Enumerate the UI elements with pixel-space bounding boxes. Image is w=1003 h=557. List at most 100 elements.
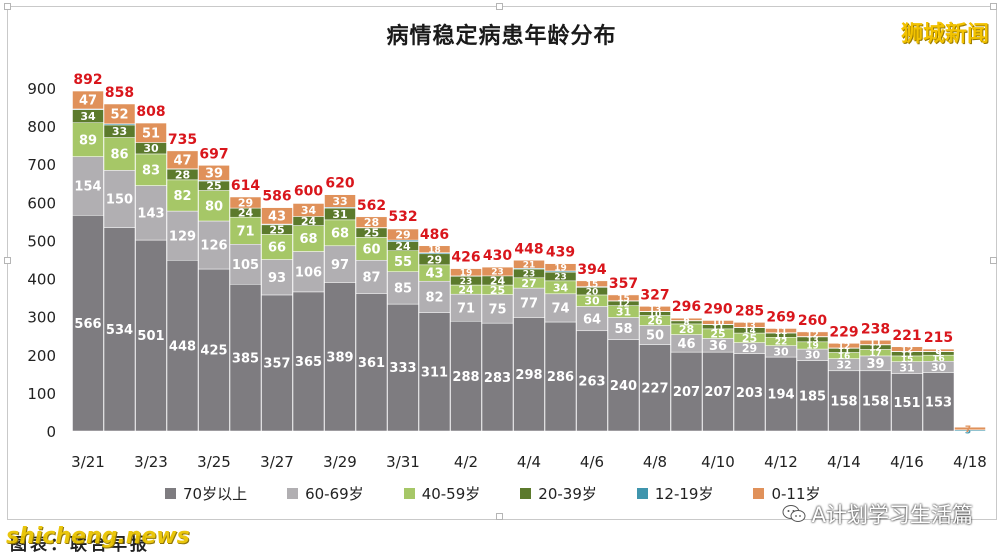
bar-segment: [355, 293, 388, 432]
segment-data-label: 11: [869, 339, 882, 349]
segment-data-label: 13: [649, 305, 662, 315]
segment-data-label: 43: [425, 267, 443, 282]
resize-handle-middle-right[interactable]: [990, 257, 997, 264]
segment-data-label: 10: [712, 319, 725, 329]
resize-handle-bottom-center[interactable]: [496, 513, 503, 520]
x-tick-label: 3/25: [197, 453, 231, 471]
bar-segment: [450, 268, 482, 277]
bar-total-label: 430: [483, 248, 512, 264]
legend-item-40-59: 40-59岁: [403, 483, 480, 504]
segment-data-label: 47: [173, 154, 191, 169]
segment-data-label: 151: [893, 396, 920, 411]
segment-data-label: 15: [617, 294, 630, 304]
legend-swatch: [636, 488, 648, 499]
y-tick-label: 800: [27, 118, 56, 136]
bar-segment: [103, 170, 136, 228]
segment-data-label: 34: [80, 110, 96, 123]
x-tick-label: 3/29: [323, 453, 357, 471]
bar-total-label: 221: [892, 328, 921, 344]
bar-total-label: 697: [199, 146, 228, 162]
segment-data-label: 64: [583, 312, 601, 327]
segment-data-label: 24: [490, 274, 506, 287]
segment-data-label: 448: [169, 339, 196, 354]
segment-data-label: 86: [110, 148, 128, 163]
bar-segment: [418, 280, 451, 313]
bar-segment: [135, 239, 167, 432]
segment-data-label: 29: [742, 342, 757, 355]
segment-data-label: 32: [836, 359, 851, 372]
y-tick-label: 500: [27, 232, 56, 250]
segment-data-label: 29: [238, 196, 253, 209]
bar-total-label: 808: [136, 104, 165, 120]
legend-swatch: [165, 488, 176, 499]
segment-data-label: 43: [268, 210, 286, 225]
y-tick-label: 300: [27, 309, 56, 327]
segment-data-label: 85: [394, 282, 412, 297]
segment-data-label: 194: [767, 388, 794, 403]
segment-data-label: 288: [452, 370, 479, 385]
segment-data-label: 425: [200, 344, 227, 359]
resize-handle-middle-left[interactable]: [4, 257, 11, 264]
segment-data-label: 263: [578, 375, 605, 390]
segment-data-label: 129: [169, 229, 196, 244]
segment-data-label: 105: [232, 258, 259, 273]
y-tick-label: 100: [27, 385, 56, 403]
segment-data-label: 97: [331, 258, 349, 273]
segment-data-label: 12: [838, 342, 851, 352]
bar-segment: [607, 294, 640, 301]
segment-data-label: 18: [428, 245, 441, 255]
bar-segment: [72, 90, 104, 110]
segment-data-label: 19: [460, 269, 473, 279]
segment-data-label: 566: [74, 317, 101, 332]
bar-total-label: 357: [609, 276, 638, 292]
segment-data-label: 25: [710, 328, 725, 341]
bar-total-label: 892: [73, 72, 102, 88]
y-tick-label: 400: [27, 271, 56, 289]
bar-segment: [576, 306, 608, 332]
bar-segment: [324, 219, 356, 247]
x-tick-label: 4/18: [953, 453, 987, 471]
legend-item-0-11: 0-11岁: [753, 483, 821, 504]
segment-data-label: 207: [704, 385, 731, 400]
segment-data-label: 68: [331, 227, 349, 242]
x-tick-label: 4/4: [517, 453, 541, 471]
resize-handle-top-center[interactable]: [496, 3, 503, 10]
x-tick-label: 3/31: [386, 453, 420, 471]
segment-data-label: 11: [712, 323, 725, 333]
watermark-logo: 狮城新闻: [900, 22, 989, 47]
segment-data-label: 20: [586, 287, 599, 297]
bar-segment: [355, 216, 388, 228]
segment-data-label: 3: [965, 427, 971, 437]
x-tick-label: 4/6: [580, 453, 604, 471]
bar-segment: [670, 351, 703, 432]
bar-total-label: 394: [577, 262, 606, 278]
bar-total-label: 448: [514, 241, 543, 257]
legend-swatch: [753, 488, 765, 499]
legend-label: 12-19岁: [654, 485, 714, 503]
segment-data-label: 16: [838, 352, 851, 362]
x-tick-label: 3/27: [260, 453, 294, 471]
segment-data-label: 29: [395, 228, 410, 241]
bar-segment: [324, 282, 356, 432]
segment-data-label: 158: [830, 395, 857, 410]
x-tick-label: 3/23: [134, 453, 168, 471]
bar-segment: [72, 122, 104, 157]
segment-data-label: 357: [263, 357, 290, 372]
segment-data-label: 12: [869, 343, 882, 353]
segment-data-label: 55: [394, 255, 412, 270]
resize-handle-top-right[interactable]: [990, 3, 997, 10]
bar-segment: [922, 348, 955, 352]
segment-data-label: 24: [301, 215, 317, 228]
segment-data-label: 21: [523, 261, 536, 271]
resize-handle-top-left[interactable]: [4, 3, 11, 10]
segment-data-label: 10: [649, 310, 662, 320]
segment-data-label: 12: [901, 345, 914, 355]
bar-segment: [891, 346, 923, 352]
legend-item-70-plus: 70岁以上: [165, 483, 247, 504]
segment-data-label: 34: [301, 204, 317, 217]
bar-segment: [796, 331, 829, 337]
segment-data-label: 298: [515, 368, 542, 383]
bar-total-label: 620: [325, 176, 354, 192]
bar-segment: [765, 328, 797, 333]
